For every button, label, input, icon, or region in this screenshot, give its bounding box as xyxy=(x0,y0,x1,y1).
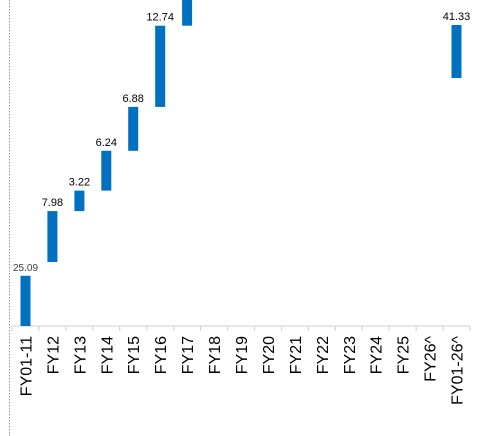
category-label: FY25 xyxy=(396,336,413,374)
category-label: FY01-11 xyxy=(19,336,36,396)
category-label: FY18 xyxy=(207,336,224,374)
value-label: 41.33 xyxy=(443,11,471,23)
category-label: FY23 xyxy=(342,336,359,374)
value-label: 7.98 xyxy=(42,197,63,209)
bar-group xyxy=(20,0,462,326)
category-label: FY01-26^ xyxy=(450,336,467,405)
value-label: 6.88 xyxy=(122,93,143,105)
value-label: 3.22 xyxy=(69,177,90,189)
bar-fy01-26 xyxy=(451,25,462,78)
category-labels: FY01-11 FY12 FY13 FY14 FY15 FY16 FY17 FY18 FY19 F… xyxy=(19,336,467,405)
category-label: FY19 xyxy=(234,336,251,374)
category-label: FY12 xyxy=(45,336,62,374)
category-label: FY26^ xyxy=(423,336,440,382)
value-label: 25.09 xyxy=(13,263,38,274)
bar-fy13 xyxy=(74,190,85,212)
category-label: FY14 xyxy=(99,336,116,374)
category-label: FY20 xyxy=(261,336,278,374)
bar-fy15 xyxy=(128,106,139,151)
category-label: FY17 xyxy=(180,336,197,374)
category-label: FY24 xyxy=(369,336,386,374)
value-labels: 25.097.983.226.246.8812.745.887.668.9511… xyxy=(13,11,471,274)
bar-fy12 xyxy=(47,211,58,262)
category-label: FY22 xyxy=(315,336,332,374)
category-label: FY15 xyxy=(126,336,143,374)
value-label: 6.24 xyxy=(96,137,117,149)
bar-fy01-11 xyxy=(20,275,31,326)
category-label: FY13 xyxy=(72,336,89,374)
bar-fy16 xyxy=(155,25,166,107)
category-label: FY16 xyxy=(153,336,170,374)
bar-fy14 xyxy=(101,150,112,191)
value-label: 12.74 xyxy=(146,12,174,24)
x-axis-ticks xyxy=(11,326,471,331)
category-label: FY21 xyxy=(288,336,305,374)
bar-fy17 xyxy=(182,0,193,26)
